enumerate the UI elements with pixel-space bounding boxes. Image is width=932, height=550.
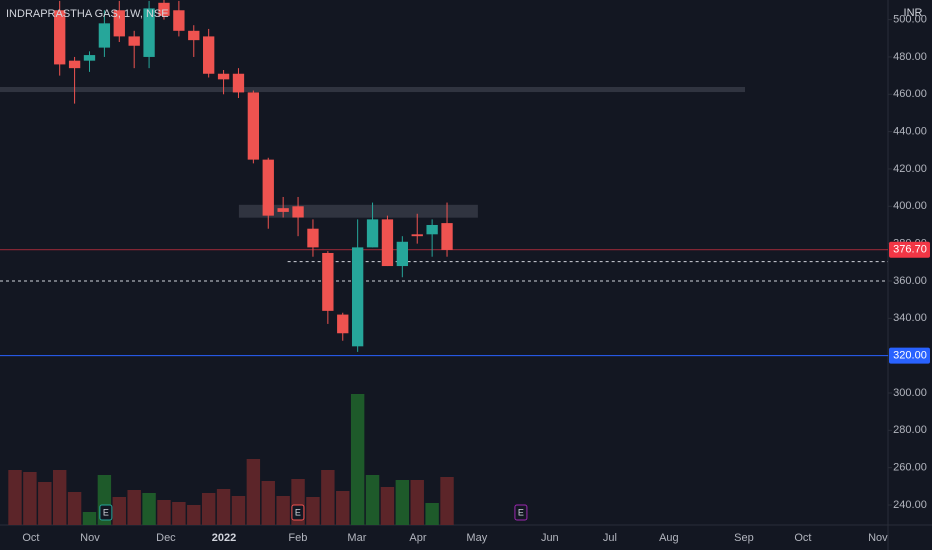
volume-bar bbox=[350, 394, 365, 525]
candle-body bbox=[411, 234, 423, 237]
volume-bar bbox=[410, 480, 424, 525]
volume-bar bbox=[8, 470, 22, 525]
y-tick-label: 280.00 bbox=[893, 424, 927, 436]
zone bbox=[0, 87, 745, 93]
volume-bar bbox=[127, 490, 141, 525]
candle-body bbox=[366, 219, 379, 248]
candle-body bbox=[203, 36, 215, 74]
candle-body bbox=[83, 55, 96, 61]
volume-bar bbox=[23, 472, 37, 525]
candle-body bbox=[277, 208, 289, 212]
y-tick-label: 420.00 bbox=[893, 163, 927, 175]
event-label: E bbox=[103, 507, 109, 517]
zone bbox=[238, 204, 478, 218]
volume-bar bbox=[216, 489, 231, 525]
candle-body bbox=[292, 206, 304, 218]
volume-bar bbox=[231, 496, 246, 525]
x-tick-label: 2022 bbox=[212, 532, 236, 544]
event-label: E bbox=[295, 507, 301, 517]
event-marker bbox=[291, 504, 305, 521]
price-label: 320.00 bbox=[893, 350, 927, 362]
candle-body bbox=[217, 73, 230, 80]
volume-bar bbox=[67, 492, 82, 525]
y-tick-label: 340.00 bbox=[893, 312, 927, 324]
candle-body bbox=[173, 10, 185, 31]
volume-bar bbox=[246, 459, 261, 525]
candle-body bbox=[98, 23, 111, 48]
volume-bar bbox=[112, 497, 126, 525]
y-tick-label: 360.00 bbox=[893, 275, 927, 287]
volume-bar bbox=[172, 502, 186, 525]
candle-body bbox=[188, 30, 200, 41]
volume-bar bbox=[321, 470, 335, 525]
candle-body bbox=[54, 10, 66, 65]
x-tick-label: Oct bbox=[22, 532, 39, 544]
currency-label: INR bbox=[904, 7, 923, 19]
x-tick-label: Apr bbox=[409, 532, 426, 544]
x-tick-label: Mar bbox=[347, 532, 366, 544]
candle-body bbox=[351, 247, 364, 347]
volume-bar bbox=[201, 493, 216, 525]
candle-body bbox=[128, 36, 140, 46]
x-tick-label: Dec bbox=[156, 532, 176, 544]
candle-body bbox=[322, 252, 334, 311]
candle-body bbox=[441, 223, 453, 250]
volume-bar bbox=[52, 470, 67, 525]
volume-bar bbox=[395, 480, 410, 525]
candle-body bbox=[396, 241, 408, 267]
x-tick-label: Aug bbox=[659, 532, 679, 544]
candle-body bbox=[143, 8, 155, 57]
x-tick-label: Oct bbox=[794, 532, 811, 544]
candle-body bbox=[337, 314, 349, 334]
volume-bar bbox=[380, 487, 395, 525]
volume-bar bbox=[365, 475, 380, 525]
x-tick-label: Sep bbox=[734, 532, 754, 544]
volume-bar bbox=[38, 482, 52, 525]
volume-bar bbox=[142, 493, 156, 525]
volume-bar bbox=[336, 491, 350, 525]
x-tick-label: Jul bbox=[603, 532, 617, 544]
volume-bar bbox=[306, 497, 320, 525]
x-tick-label: Nov bbox=[868, 532, 888, 544]
y-tick-label: 480.00 bbox=[893, 51, 927, 63]
candle-body bbox=[262, 159, 274, 216]
candle-body bbox=[426, 224, 438, 235]
candle-body bbox=[247, 92, 260, 160]
volume-bar bbox=[82, 512, 97, 525]
candle-body bbox=[381, 219, 394, 267]
volume-bar bbox=[425, 503, 439, 525]
x-tick-label: Feb bbox=[288, 532, 307, 544]
volume-bar bbox=[157, 500, 171, 525]
y-tick-label: 440.00 bbox=[893, 126, 927, 138]
x-tick-label: Nov bbox=[80, 532, 100, 544]
volume-bar bbox=[261, 481, 275, 525]
y-tick-label: 500.00 bbox=[893, 14, 927, 26]
y-tick-label: 400.00 bbox=[893, 200, 927, 212]
y-tick-label: 240.00 bbox=[893, 499, 927, 511]
y-tick-label: 300.00 bbox=[893, 387, 927, 399]
x-tick-label: Jun bbox=[541, 532, 559, 544]
candle-body bbox=[113, 10, 125, 37]
event-marker bbox=[99, 504, 113, 521]
volume-bar bbox=[440, 477, 454, 525]
chart-title: INDRAPRASTHA GAS, 1W, NSE bbox=[6, 8, 169, 20]
event-label: E bbox=[518, 507, 524, 517]
y-tick-label: 460.00 bbox=[893, 88, 927, 100]
price-label-box bbox=[889, 241, 930, 258]
volume-bar bbox=[187, 505, 201, 525]
volume-bar bbox=[276, 496, 290, 525]
price-label: 376.70 bbox=[893, 244, 927, 256]
candle-body bbox=[158, 2, 170, 16]
candle-body bbox=[307, 228, 319, 248]
y-tick-label: 260.00 bbox=[893, 462, 927, 474]
price-label-box bbox=[889, 347, 930, 364]
candle-body bbox=[232, 73, 245, 93]
candle-body bbox=[68, 60, 81, 69]
x-tick-label: May bbox=[466, 532, 487, 544]
event-marker bbox=[514, 504, 528, 521]
